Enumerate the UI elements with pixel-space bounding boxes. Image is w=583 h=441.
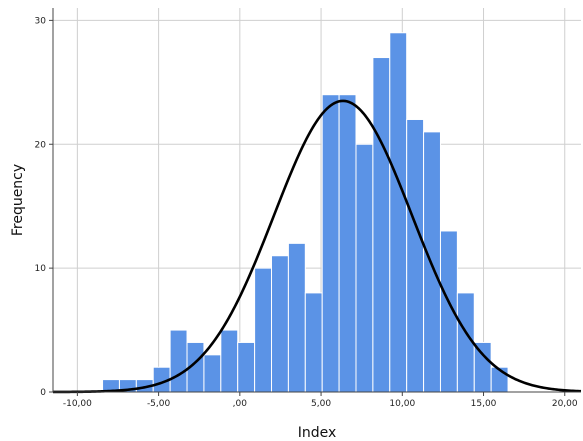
y-tick-label-2: 20: [35, 140, 47, 150]
histogram-bar-22: [473, 341, 492, 393]
histogram-bar-12: [304, 292, 323, 393]
x-axis-title: Index: [298, 425, 337, 441]
y-tick-label-3: 30: [35, 16, 47, 26]
axes: [52, 8, 581, 393]
histogram-bar-4: [169, 329, 188, 393]
x-tick-label-0: -10,00: [63, 399, 92, 409]
histogram-bar-9: [254, 267, 273, 393]
histogram-bar-17: [389, 32, 408, 393]
histogram-bar-10: [271, 255, 289, 393]
histogram-bar-11: [287, 242, 306, 393]
histogram-bar-6: [203, 354, 222, 393]
x-tick-label-2: ,00: [233, 399, 248, 409]
tick-labels: -10,00 -5,00 ,00 5,00 10,00 15,00 20,00 0 10 20 30: [35, 16, 578, 409]
histogram-bar-18: [406, 118, 425, 393]
x-tick-label-1: -5,00: [147, 399, 171, 409]
x-tick-label-3: 5,00: [311, 399, 331, 409]
y-axis-title: Frequency: [10, 164, 26, 236]
histogram-bars: [102, 32, 509, 393]
x-tick-label-6: 20,00: [552, 399, 578, 409]
y-tick-label-1: 10: [35, 264, 47, 274]
histogram-bar-7: [220, 329, 239, 393]
histogram-bar-13: [321, 94, 340, 393]
normal-curve: [52, 99, 582, 394]
histogram-bar-16: [372, 57, 391, 393]
x-tick-label-4: 10,00: [389, 399, 415, 409]
histogram-bar-15: [355, 143, 374, 393]
x-tick-label-5: 15,00: [471, 399, 497, 409]
histogram-bar-14: [338, 94, 357, 393]
histogram-bar-8: [237, 341, 256, 393]
y-tick-label-0: 0: [40, 388, 46, 398]
normal-curve-layer: [52, 99, 582, 394]
